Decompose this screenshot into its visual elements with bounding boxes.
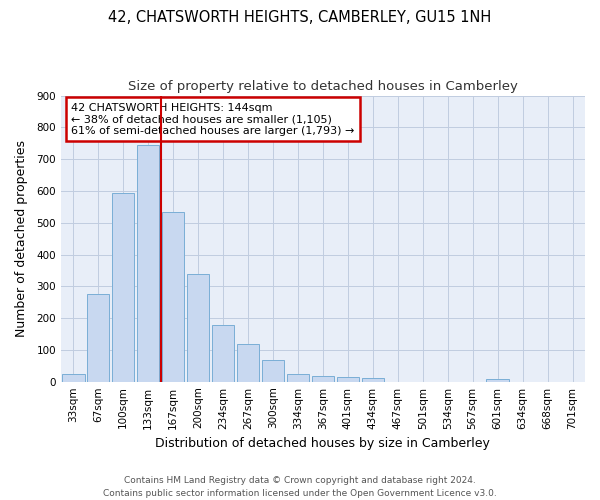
Bar bbox=[311, 376, 334, 382]
Bar bbox=[337, 377, 359, 382]
Bar bbox=[237, 344, 259, 382]
Bar bbox=[137, 145, 160, 382]
Bar bbox=[162, 212, 184, 382]
Bar bbox=[212, 325, 234, 382]
Bar bbox=[487, 379, 509, 382]
X-axis label: Distribution of detached houses by size in Camberley: Distribution of detached houses by size … bbox=[155, 437, 490, 450]
Bar bbox=[187, 274, 209, 382]
Text: Contains HM Land Registry data © Crown copyright and database right 2024.
Contai: Contains HM Land Registry data © Crown c… bbox=[103, 476, 497, 498]
Bar bbox=[262, 360, 284, 382]
Bar bbox=[62, 374, 85, 382]
Text: 42 CHATSWORTH HEIGHTS: 144sqm
← 38% of detached houses are smaller (1,105)
61% o: 42 CHATSWORTH HEIGHTS: 144sqm ← 38% of d… bbox=[71, 102, 355, 136]
Y-axis label: Number of detached properties: Number of detached properties bbox=[15, 140, 28, 337]
Text: 42, CHATSWORTH HEIGHTS, CAMBERLEY, GU15 1NH: 42, CHATSWORTH HEIGHTS, CAMBERLEY, GU15 … bbox=[109, 10, 491, 25]
Bar bbox=[87, 294, 109, 382]
Bar bbox=[112, 192, 134, 382]
Bar bbox=[362, 378, 384, 382]
Bar bbox=[287, 374, 309, 382]
Title: Size of property relative to detached houses in Camberley: Size of property relative to detached ho… bbox=[128, 80, 518, 93]
